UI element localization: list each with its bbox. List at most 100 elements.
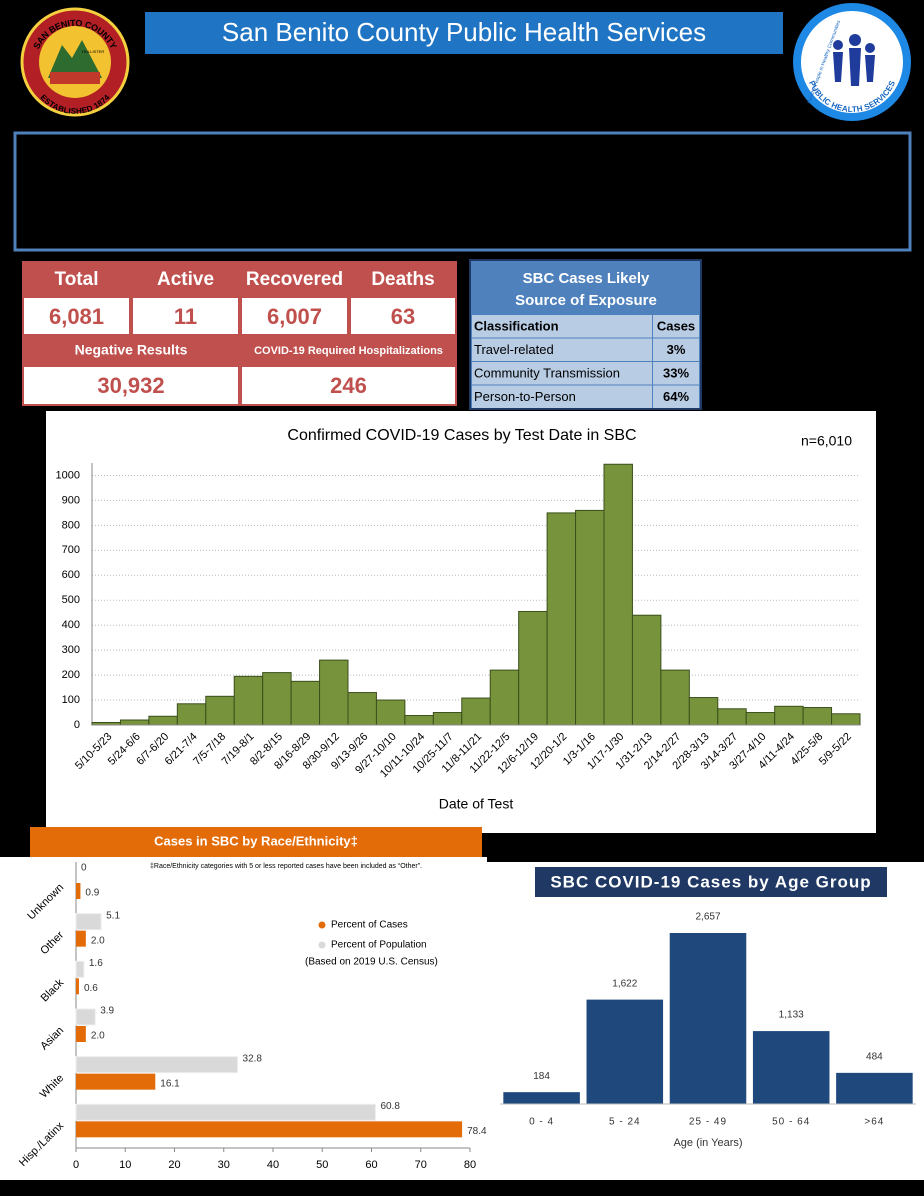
bar xyxy=(148,715,178,726)
exposure-cell xyxy=(653,315,699,338)
bar xyxy=(205,695,235,726)
x-tick-label: 10 xyxy=(119,1159,131,1171)
x-tick-label: 30 xyxy=(218,1159,230,1171)
legend-note: (Based on 2019 U.S. Census) xyxy=(305,957,438,968)
bar xyxy=(575,509,605,726)
bar xyxy=(631,614,662,726)
bar xyxy=(347,692,377,726)
notice-box xyxy=(13,131,912,252)
y-tick-label: 800 xyxy=(62,519,80,531)
legend-marker xyxy=(318,941,326,949)
bar xyxy=(717,708,747,726)
page-title: San Benito County Public Health Services xyxy=(222,17,706,47)
bar xyxy=(586,999,664,1104)
bar xyxy=(518,610,548,726)
bar xyxy=(603,463,633,726)
footnote: ‡Race/Ethnicity categories with 5 or les… xyxy=(150,863,422,870)
x-tick-label: 70 xyxy=(415,1159,427,1171)
x-tick-label: 0 xyxy=(73,1159,79,1171)
bar xyxy=(262,672,292,726)
x-tick-label: 50 xyxy=(316,1159,328,1171)
x-axis-title: Age (in Years) xyxy=(673,1137,742,1149)
chart-title: Confirmed COVID-19 Cases by Test Date in… xyxy=(287,427,636,444)
data-label: 1,622 xyxy=(612,978,637,989)
chart-title: Cases in SBC by Race/Ethnicity‡ xyxy=(154,833,358,848)
bar xyxy=(831,713,861,726)
x-axis-title: Date of Test xyxy=(439,796,514,812)
stat-header: Active xyxy=(157,269,214,290)
x-tick-label: 50 - 64 xyxy=(772,1117,810,1128)
bar xyxy=(76,883,81,899)
chart-title: SBC COVID-19 Cases by Age Group xyxy=(550,872,871,891)
exposure-title: Source of Exposure xyxy=(515,292,657,309)
chart-panel xyxy=(46,411,876,833)
y-tick-label: 200 xyxy=(62,669,80,681)
seal-mountains xyxy=(48,40,102,78)
x-tick-label: 20 xyxy=(168,1159,180,1171)
legend-label: Percent of Population xyxy=(331,940,427,951)
legend-marker xyxy=(318,921,326,929)
legend-label: Percent of Cases xyxy=(331,920,408,931)
bar xyxy=(76,1026,86,1042)
bar xyxy=(461,697,491,726)
exposure-column: Cases xyxy=(657,318,695,333)
logo-figures xyxy=(833,34,875,86)
stat-cell xyxy=(24,367,238,404)
bar xyxy=(176,703,207,726)
bar xyxy=(688,697,719,726)
bar xyxy=(375,699,406,726)
stat-cell xyxy=(351,298,455,334)
y-tick-label: 1000 xyxy=(56,469,80,481)
exposure-cell xyxy=(472,362,652,385)
health-logo: SAN BENITO COUNTY PUBLIC HEALTH SERVICES… xyxy=(793,3,911,121)
exposure-cell xyxy=(653,338,699,361)
x-tick-label: 80 xyxy=(464,1159,476,1171)
exposure-label: Person-to-Person xyxy=(474,389,576,404)
stat-value: 30,932 xyxy=(97,373,164,398)
bar xyxy=(745,712,776,726)
y-tick-label: 900 xyxy=(62,494,80,506)
bar xyxy=(319,659,349,726)
y-tick-label: 500 xyxy=(62,594,80,606)
stat-header: Total xyxy=(55,269,99,290)
title-bar xyxy=(145,12,783,54)
stat-value: 63 xyxy=(391,304,415,329)
bar xyxy=(669,933,747,1104)
bar xyxy=(76,1121,463,1138)
y-tick-label: 600 xyxy=(62,569,80,581)
data-label: 16.1 xyxy=(160,1078,180,1089)
bar xyxy=(503,1092,580,1104)
bar xyxy=(75,1008,96,1026)
exposure-cell xyxy=(653,385,699,408)
x-tick-label: >64 xyxy=(864,1117,884,1128)
bar xyxy=(75,960,85,978)
y-tick-label: 400 xyxy=(62,619,80,631)
stat-header: Deaths xyxy=(371,269,434,290)
data-label: 2.0 xyxy=(91,1031,105,1042)
bar xyxy=(75,1103,376,1121)
exposure-value: 33% xyxy=(663,365,689,380)
seal-field xyxy=(50,72,100,84)
data-label: 0.6 xyxy=(84,983,98,994)
exposure-value: 64% xyxy=(663,389,689,404)
data-label: 0.9 xyxy=(85,888,99,899)
x-tick-label: 25 - 49 xyxy=(689,1117,727,1128)
stat-value: 11 xyxy=(174,304,197,329)
seal-town: HOLLISTER xyxy=(82,49,104,54)
y-tick-label: 100 xyxy=(62,694,80,706)
exposure-label: Community Transmission xyxy=(474,365,620,380)
x-tick-label: 60 xyxy=(365,1159,377,1171)
bar xyxy=(432,712,463,726)
bar xyxy=(76,930,86,947)
stat-value: 246 xyxy=(330,373,367,398)
exposure-cell xyxy=(653,362,699,385)
bar xyxy=(802,707,833,726)
y-tick-label: 0 xyxy=(74,719,80,731)
bar xyxy=(290,680,321,726)
data-label: 1.6 xyxy=(89,958,103,969)
stat-cell xyxy=(242,298,347,334)
stat-cell xyxy=(24,298,129,334)
stat-value: 6,081 xyxy=(49,304,104,329)
exposure-column: Classification xyxy=(474,318,559,333)
